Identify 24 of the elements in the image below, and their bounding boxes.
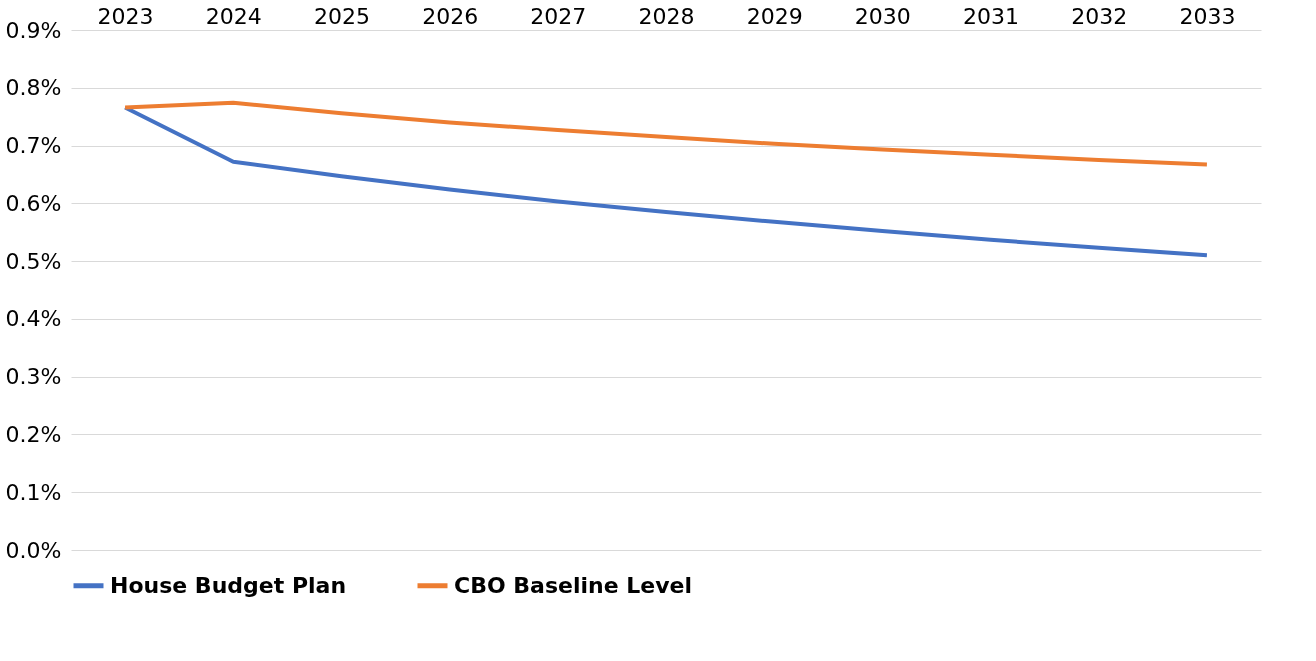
x-tick-label: 2023	[97, 3, 154, 29]
line-series	[123, 100, 1209, 167]
legend-label: CBO Baseline Level	[454, 572, 692, 598]
y-tick-label: 0.8%	[5, 75, 62, 101]
x-tick-label: 2024	[205, 3, 262, 29]
x-tick-label: 2027	[530, 3, 587, 29]
x-tick-label: 2030	[854, 3, 911, 29]
y-tick-label: 0.1%	[5, 479, 62, 505]
y-tick-label: 0.4%	[5, 306, 62, 332]
y-tick-label: 0.3%	[5, 364, 62, 390]
legend-label: House Budget Plan	[110, 572, 347, 598]
x-tick-label: 2025	[313, 3, 370, 29]
y-tick-label: 0.2%	[5, 421, 62, 447]
y-tick-label: 0.7%	[5, 133, 62, 159]
x-tick-label: 2026	[422, 3, 479, 29]
x-tick-label: 2029	[746, 3, 803, 29]
y-tick-label: 0.9%	[5, 17, 62, 43]
x-tick-label: 2033	[1179, 3, 1236, 29]
y-tick-label: 0.6%	[5, 190, 62, 216]
x-tick-label: 2032	[1071, 3, 1128, 29]
x-tick-label: 2028	[638, 3, 695, 29]
y-tick-label: 0.0%	[5, 537, 62, 563]
y-tick-label: 0.5%	[5, 248, 62, 274]
x-tick-label: 2031	[963, 3, 1020, 29]
